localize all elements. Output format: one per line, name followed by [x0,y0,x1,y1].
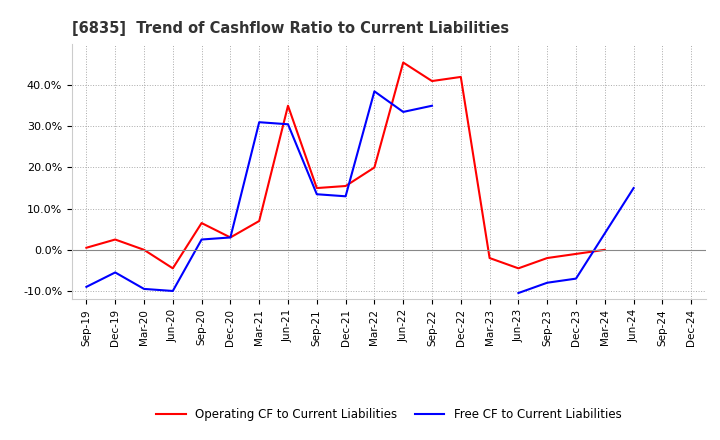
Operating CF to Current Liabilities [255,218,264,224]
Line: Free CF to Current Liabilities: Free CF to Current Liabilities [86,92,432,291]
Free CF to Current Liabilities [255,120,264,125]
Operating CF to Current Liabilities [428,78,436,84]
Operating CF to Current Liabilities [168,266,177,271]
Operating CF to Current Liabilities [600,247,609,253]
Free CF to Current Liabilities [168,288,177,293]
Operating CF to Current Liabilities [370,165,379,170]
Operating CF to Current Liabilities [572,251,580,257]
Text: [6835]  Trend of Cashflow Ratio to Current Liabilities: [6835] Trend of Cashflow Ratio to Curren… [72,21,509,36]
Operating CF to Current Liabilities [514,266,523,271]
Free CF to Current Liabilities [197,237,206,242]
Free CF to Current Liabilities [226,235,235,240]
Legend: Operating CF to Current Liabilities, Free CF to Current Liabilities: Operating CF to Current Liabilities, Fre… [151,403,626,426]
Operating CF to Current Liabilities [341,183,350,189]
Operating CF to Current Liabilities [543,255,552,260]
Operating CF to Current Liabilities [312,185,321,191]
Operating CF to Current Liabilities [140,247,148,253]
Free CF to Current Liabilities [428,103,436,108]
Operating CF to Current Liabilities [226,235,235,240]
Operating CF to Current Liabilities [111,237,120,242]
Operating CF to Current Liabilities [485,255,494,260]
Operating CF to Current Liabilities [456,74,465,80]
Operating CF to Current Liabilities [82,245,91,250]
Free CF to Current Liabilities [370,89,379,94]
Free CF to Current Liabilities [284,121,292,127]
Free CF to Current Liabilities [82,284,91,290]
Operating CF to Current Liabilities [399,60,408,65]
Free CF to Current Liabilities [111,270,120,275]
Operating CF to Current Liabilities [197,220,206,226]
Line: Operating CF to Current Liabilities: Operating CF to Current Liabilities [86,62,605,268]
Operating CF to Current Liabilities [284,103,292,108]
Free CF to Current Liabilities [140,286,148,292]
Free CF to Current Liabilities [312,191,321,197]
Free CF to Current Liabilities [341,194,350,199]
Free CF to Current Liabilities [399,109,408,114]
